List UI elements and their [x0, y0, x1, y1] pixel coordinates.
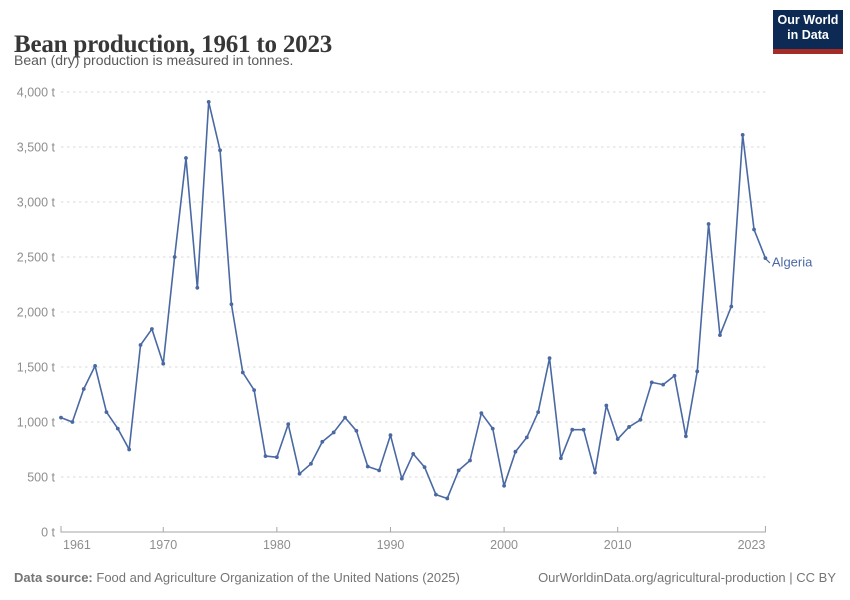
data-point	[718, 333, 722, 337]
owid-logo-line2: in Data	[787, 28, 829, 42]
data-point	[649, 380, 654, 385]
data-point	[104, 410, 109, 414]
data-point	[445, 496, 450, 501]
data-point	[513, 449, 518, 454]
data-point	[70, 420, 75, 424]
data-point	[320, 439, 325, 444]
data-point	[411, 452, 416, 456]
data-point	[604, 403, 609, 408]
x-tick-label: 2000	[490, 538, 518, 552]
y-tick-label: 2,500 t	[17, 250, 56, 264]
data-point	[468, 458, 472, 463]
data-point	[218, 148, 222, 153]
data-point	[456, 468, 461, 473]
data-point	[195, 285, 200, 290]
data-point	[286, 422, 291, 427]
data-point	[206, 100, 211, 104]
y-axis-labels: 0 t 500 t 1,000 t 1,500 t 2,000 t 2,500 t 3,00…	[17, 85, 56, 539]
algeria-line	[60, 101, 767, 500]
entity-label-connector	[765, 258, 771, 264]
data-point	[581, 427, 586, 432]
data-point	[638, 417, 643, 422]
gridlines	[61, 91, 766, 478]
data-point	[184, 156, 188, 160]
data-point	[752, 227, 756, 232]
data-point	[331, 430, 336, 435]
owid-logo-line1: Our World	[777, 13, 839, 27]
x-tick-label: 2010	[604, 538, 632, 552]
data-point	[229, 302, 234, 307]
y-tick-label: 4,000 t	[17, 85, 56, 99]
chart-canvas: 0 t 500 t 1,000 t 1,500 t 2,000 t 2,500 t 3,00…	[17, 85, 813, 552]
data-point	[524, 435, 529, 440]
data-point	[365, 464, 370, 469]
data-point	[502, 483, 506, 488]
y-tick-label: 500 t	[27, 470, 55, 484]
data-point	[93, 364, 97, 368]
data-point	[615, 437, 620, 441]
data-point	[422, 465, 427, 469]
data-point	[388, 433, 393, 438]
x-tick-label: 1961	[63, 538, 91, 552]
data-point	[593, 470, 597, 475]
data-point	[240, 370, 245, 375]
data-point	[536, 410, 541, 414]
data-point	[377, 468, 382, 473]
y-tick-label: 2,000 t	[17, 305, 56, 319]
x-tick-label: 1980	[263, 538, 291, 552]
data-point	[706, 222, 711, 226]
y-tick-label: 3,000 t	[17, 195, 56, 209]
data-point	[570, 427, 575, 432]
y-tick-label: 1,500 t	[17, 360, 56, 374]
data-point	[161, 361, 166, 366]
y-tick-label: 3,500 t	[17, 140, 56, 154]
data-point	[490, 426, 495, 431]
owid-url-link[interactable]: OurWorldinData.org/agricultural-producti…	[538, 570, 836, 585]
x-tick-label: 2023	[738, 538, 766, 552]
x-axis: 1961 1970 1980 1990 2000 2010 2023	[60, 526, 766, 552]
data-point	[115, 426, 120, 431]
data-point	[274, 455, 279, 460]
data-point	[59, 415, 63, 420]
data-point	[547, 356, 552, 361]
data-point	[149, 327, 154, 331]
data-point	[558, 456, 563, 461]
data-point	[127, 447, 132, 452]
data-point	[354, 428, 359, 433]
x-tick-label: 1970	[149, 538, 177, 552]
data-point	[661, 382, 666, 387]
data-point	[695, 369, 700, 374]
data-points	[59, 100, 768, 501]
data-point	[672, 373, 677, 378]
chart-title: Bean production, 1961 to 2023	[14, 30, 333, 58]
data-point	[627, 425, 631, 429]
data-point	[343, 415, 347, 420]
data-point	[729, 304, 734, 309]
data-source: Data source: Food and Agriculture Organi…	[14, 570, 460, 585]
data-point	[252, 388, 257, 392]
data-source-label: Data source:	[14, 570, 93, 585]
data-point	[172, 255, 177, 259]
data-point	[263, 454, 268, 458]
data-point	[434, 492, 438, 497]
data-point	[683, 434, 688, 439]
y-tick-label: 0 t	[41, 525, 55, 539]
entity-label: Algeria	[772, 255, 813, 270]
data-point	[81, 387, 86, 391]
data-point	[479, 411, 484, 416]
data-point	[297, 471, 302, 476]
y-tick-label: 1,000 t	[17, 415, 56, 429]
chart-subtitle: Bean (dry) production is measured in ton…	[14, 52, 294, 68]
data-point	[309, 461, 313, 466]
data-point	[138, 343, 143, 347]
data-point	[399, 476, 404, 481]
x-tick-label: 1990	[377, 538, 405, 552]
chart-footer: Data source: Food and Agriculture Organi…	[14, 570, 836, 585]
owid-logo[interactable]: Our World in Data	[773, 10, 843, 54]
data-point	[740, 133, 745, 137]
data-source-text: Food and Agriculture Organization of the…	[96, 570, 460, 585]
